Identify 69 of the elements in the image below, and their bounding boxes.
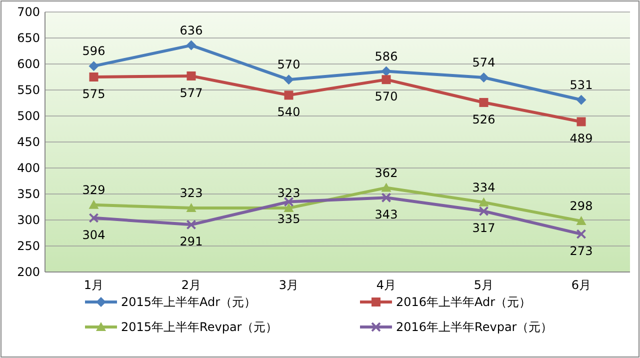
data-label: 323 <box>180 186 203 200</box>
data-label: 575 <box>82 87 106 101</box>
point <box>381 192 392 203</box>
data-label: 291 <box>180 234 203 249</box>
data-label: 596 <box>82 44 106 58</box>
x-tick-label: 1月 <box>84 278 104 292</box>
point <box>478 206 489 216</box>
y-tick-label: 500 <box>17 109 40 123</box>
data-label: 298 <box>570 199 593 214</box>
y-tick-label: 350 <box>17 187 40 201</box>
data-label: 577 <box>180 86 203 100</box>
y-tick-label: 300 <box>17 213 40 227</box>
data-label: 570 <box>277 58 300 72</box>
data-label: 570 <box>374 90 398 104</box>
point <box>186 40 196 50</box>
data-label: 362 <box>374 166 398 180</box>
point <box>284 196 294 207</box>
data-label: 574 <box>472 56 496 70</box>
point <box>576 117 586 126</box>
y-tick-label: 400 <box>17 161 40 175</box>
data-label: 489 <box>570 132 593 146</box>
y-tick-label: 250 <box>17 239 40 253</box>
legend-label: 2015年上半年Adr（元） <box>121 295 256 309</box>
data-label: 540 <box>277 105 300 120</box>
data-label: 636 <box>180 23 203 38</box>
point <box>576 229 586 240</box>
data-label: 334 <box>472 180 496 194</box>
x-tick-label: 2月 <box>181 278 202 292</box>
point <box>478 197 489 206</box>
x-tick-label: 5月 <box>474 278 494 292</box>
point <box>186 203 196 212</box>
point <box>88 61 99 72</box>
point <box>284 203 294 212</box>
y-tick-label: 650 <box>17 31 40 45</box>
y-tick-label: 600 <box>17 57 40 71</box>
y-tick-label: 200 <box>17 265 40 279</box>
point <box>89 72 98 82</box>
y-tick-label: 450 <box>17 135 40 149</box>
y-tick-label: 550 <box>17 83 40 97</box>
data-label: 586 <box>374 49 398 64</box>
point <box>88 200 99 209</box>
legend-label: 2015年上半年Revpar（元） <box>121 320 278 334</box>
point <box>284 90 294 100</box>
data-label: 304 <box>82 228 106 242</box>
y-tick-label: 700 <box>17 5 40 19</box>
data-label: 526 <box>472 112 496 126</box>
data-label: 273 <box>570 244 593 258</box>
data-label: 329 <box>82 182 106 197</box>
x-tick-label: 6月 <box>571 278 592 292</box>
data-label: 335 <box>277 212 300 226</box>
data-label: 343 <box>374 208 398 222</box>
point <box>576 94 586 105</box>
legend-label: 2016年上半年Revpar（元） <box>396 320 553 334</box>
point <box>381 66 392 76</box>
point <box>88 212 99 223</box>
point <box>576 216 586 226</box>
point <box>186 71 196 80</box>
point <box>186 220 196 230</box>
data-label: 323 <box>277 186 300 200</box>
point <box>382 75 391 84</box>
data-label: 317 <box>472 221 496 236</box>
x-tick-label: 3月 <box>278 278 299 292</box>
point <box>478 72 489 83</box>
data-label: 531 <box>570 78 593 92</box>
point <box>284 74 294 85</box>
legend-label: 2016年上半年Adr（元） <box>396 295 532 309</box>
point <box>479 98 488 107</box>
point <box>381 182 392 192</box>
x-tick-label: 4月 <box>376 278 396 292</box>
